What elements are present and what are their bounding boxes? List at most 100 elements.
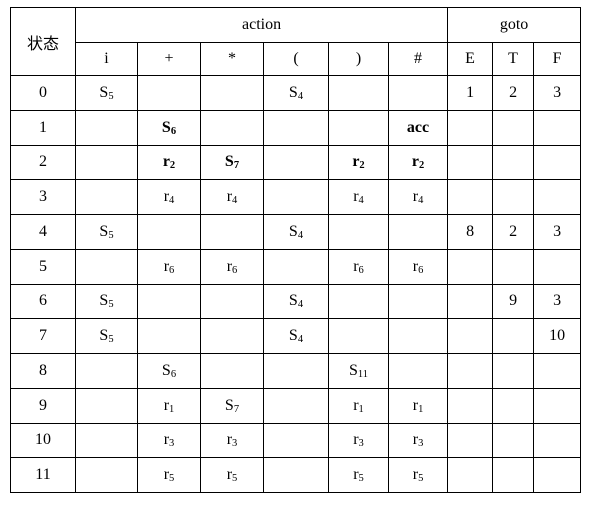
action-cell [328, 214, 389, 250]
goto-cell [533, 109, 582, 146]
goto-cell [533, 353, 582, 389]
action-cell: r4 [328, 179, 389, 215]
state-number: 5 [10, 248, 76, 285]
action-cell: r3 [137, 422, 201, 459]
state-number: 2 [10, 144, 76, 181]
action-cell: S5 [75, 283, 138, 320]
goto-cell [447, 457, 494, 493]
action-cell: r6 [387, 248, 449, 285]
action-cell: S7 [200, 387, 264, 424]
action-cell [75, 179, 138, 215]
action-column-header-4: ) [328, 42, 389, 76]
action-cell [200, 214, 264, 250]
goto-cell [447, 144, 494, 181]
action-cell: r3 [328, 422, 389, 459]
action-cell: r1 [328, 387, 389, 424]
action-cell: S6 [137, 109, 201, 146]
goto-cell: 2 [492, 214, 535, 250]
action-cell [263, 179, 329, 215]
action-cell: S4 [263, 283, 329, 320]
goto-cell [492, 457, 535, 493]
action-cell: r1 [137, 387, 201, 424]
group-header-row: 状态 action goto [10, 7, 582, 76]
goto-cell [492, 109, 535, 146]
state-number: 3 [10, 179, 76, 215]
action-cell: r2 [328, 144, 389, 181]
state-number: 6 [10, 283, 76, 320]
goto-column-header-1: T [492, 42, 535, 76]
state-number: 0 [10, 75, 76, 111]
action-cell [387, 283, 449, 320]
goto-column-header-2: F [533, 42, 582, 76]
action-cell: r3 [200, 422, 264, 459]
goto-cell [447, 283, 494, 320]
action-cell: r5 [328, 457, 389, 493]
action-cell: S11 [328, 353, 389, 389]
state-row-0: 0 S5 S4 1 2 3 [10, 75, 582, 111]
action-cell: r6 [200, 248, 264, 285]
goto-cell [492, 179, 535, 215]
goto-cell [447, 318, 494, 354]
action-cell [200, 318, 264, 354]
action-cell [137, 318, 201, 354]
action-cell: r6 [137, 248, 201, 285]
state-column-header: 状态 [10, 7, 76, 76]
state-row-5: 5 r6 r6 r6 r6 [10, 248, 582, 285]
action-cell [263, 422, 329, 459]
goto-cell: 9 [492, 283, 535, 320]
goto-cell: 3 [533, 75, 582, 111]
action-cell: r6 [328, 248, 389, 285]
state-row-10: 10 r3 r3 r3 r3 [10, 422, 582, 459]
action-cell [75, 387, 138, 424]
goto-cell: 10 [533, 318, 582, 354]
action-cell: r2 [387, 144, 449, 181]
state-number: 9 [10, 387, 76, 424]
action-cell [263, 353, 329, 389]
goto-cell: 3 [533, 214, 582, 250]
goto-cell: 3 [533, 283, 582, 320]
state-number: 10 [10, 422, 76, 459]
action-cell: r5 [137, 457, 201, 493]
action-cell [200, 353, 264, 389]
action-cell: S4 [263, 214, 329, 250]
goto-cell [533, 179, 582, 215]
action-cell: r1 [387, 387, 449, 424]
action-cell [137, 214, 201, 250]
action-cell [328, 283, 389, 320]
action-cell [75, 457, 138, 493]
state-row-1: 1 S6 acc [10, 109, 582, 146]
goto-cell [492, 422, 535, 459]
action-column-header-2: * [200, 42, 264, 76]
goto-cell [447, 422, 494, 459]
action-cell: acc [387, 109, 449, 146]
goto-cell [447, 109, 494, 146]
action-cell: r5 [387, 457, 449, 493]
goto-column-header-0: E [447, 42, 494, 76]
action-cell [200, 75, 264, 111]
goto-cell [447, 353, 494, 389]
action-column-header-3: ( [263, 42, 329, 76]
action-cell: S5 [75, 214, 138, 250]
action-cell [328, 318, 389, 354]
action-cell [263, 144, 329, 181]
goto-cell [492, 248, 535, 285]
goto-cell: 8 [447, 214, 494, 250]
action-cell [75, 422, 138, 459]
action-cell: r4 [387, 179, 449, 215]
state-row-6: 6 S5 S4 9 3 [10, 283, 582, 320]
action-cell: S4 [263, 318, 329, 354]
action-cell: r5 [200, 457, 264, 493]
action-cell [387, 318, 449, 354]
action-group-header: action [74, 7, 449, 43]
state-number: 7 [10, 318, 76, 354]
goto-cell: 1 [447, 75, 494, 111]
goto-cell [492, 144, 535, 181]
state-row-4: 4 S5 S4 8 2 3 [10, 214, 582, 250]
action-cell: r4 [200, 179, 264, 215]
action-cell: r3 [387, 422, 449, 459]
state-number: 4 [10, 214, 76, 250]
action-cell [137, 75, 201, 111]
action-cell [75, 144, 138, 181]
lr-parsing-table: 状态 action goto i + *() # E T F 0 S5 S4 1 2 3 1 S6 acc 2… [10, 7, 582, 493]
